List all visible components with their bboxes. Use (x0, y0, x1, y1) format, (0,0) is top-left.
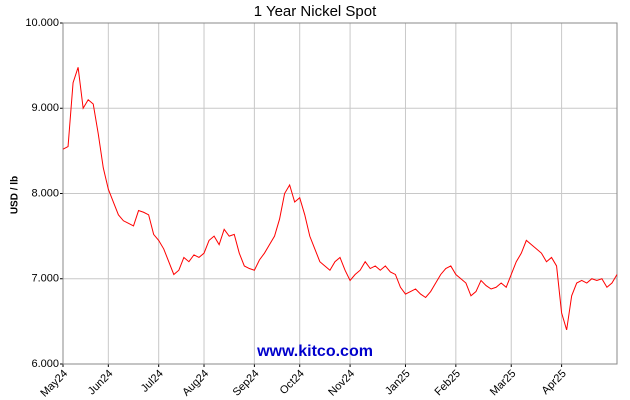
y-tick-label: 9.000 (31, 102, 59, 114)
y-tick-label: 7.000 (31, 273, 59, 285)
chart-title: 1 Year Nickel Spot (254, 3, 377, 20)
y-tick-label: 8.000 (31, 187, 59, 199)
price-line (62, 67, 618, 331)
y-axis-label: USD / lb (10, 176, 21, 214)
y-tick-label: 6.000 (31, 358, 59, 370)
watermark: www.kitco.com (256, 343, 373, 360)
plot-border (62, 22, 618, 365)
y-tick-label: 10.000 (25, 17, 59, 29)
